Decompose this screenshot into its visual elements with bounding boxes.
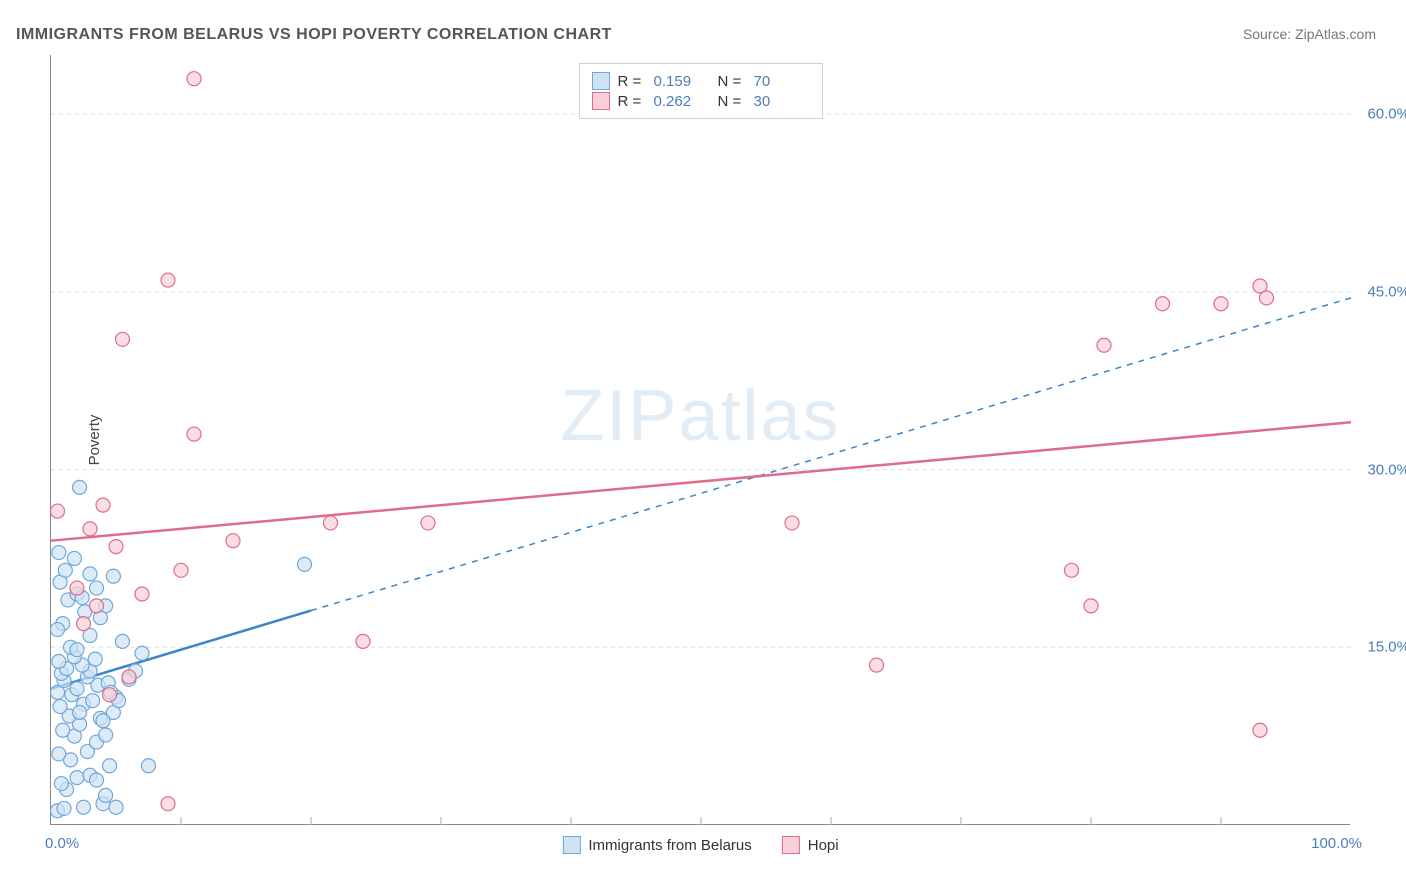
legend-swatch xyxy=(592,92,610,110)
legend-item: Hopi xyxy=(782,836,839,854)
chart-title: IMMIGRANTS FROM BELARUS VS HOPI POVERTY … xyxy=(16,26,612,44)
source-text: Source: ZipAtlas.com xyxy=(1243,26,1376,42)
legend-label: Hopi xyxy=(808,837,839,854)
y-tick: 45.0% xyxy=(1367,283,1406,300)
x-tick-0: 0.0% xyxy=(45,835,79,852)
chart-svg xyxy=(51,55,1351,825)
legend-stats-row: R =0.262N =30 xyxy=(592,92,810,110)
plot-area: Poverty ZIPatlas R =0.159N =70R =0.262N … xyxy=(50,55,1350,825)
legend-item: Immigrants from Belarus xyxy=(562,836,751,854)
y-tick: 15.0% xyxy=(1367,639,1406,656)
legend-stats-row: R =0.159N =70 xyxy=(592,72,810,90)
legend-bottom: Immigrants from Belarus Hopi xyxy=(562,836,838,854)
x-tick-100: 100.0% xyxy=(1311,835,1362,852)
legend-stats: R =0.159N =70 R =0.262N =30 xyxy=(579,63,823,119)
legend-swatch xyxy=(782,836,800,854)
legend-swatch xyxy=(592,72,610,90)
y-tick: 60.0% xyxy=(1367,106,1406,123)
legend-label: Immigrants from Belarus xyxy=(588,837,751,854)
y-tick: 30.0% xyxy=(1367,461,1406,478)
legend-swatch xyxy=(562,836,580,854)
